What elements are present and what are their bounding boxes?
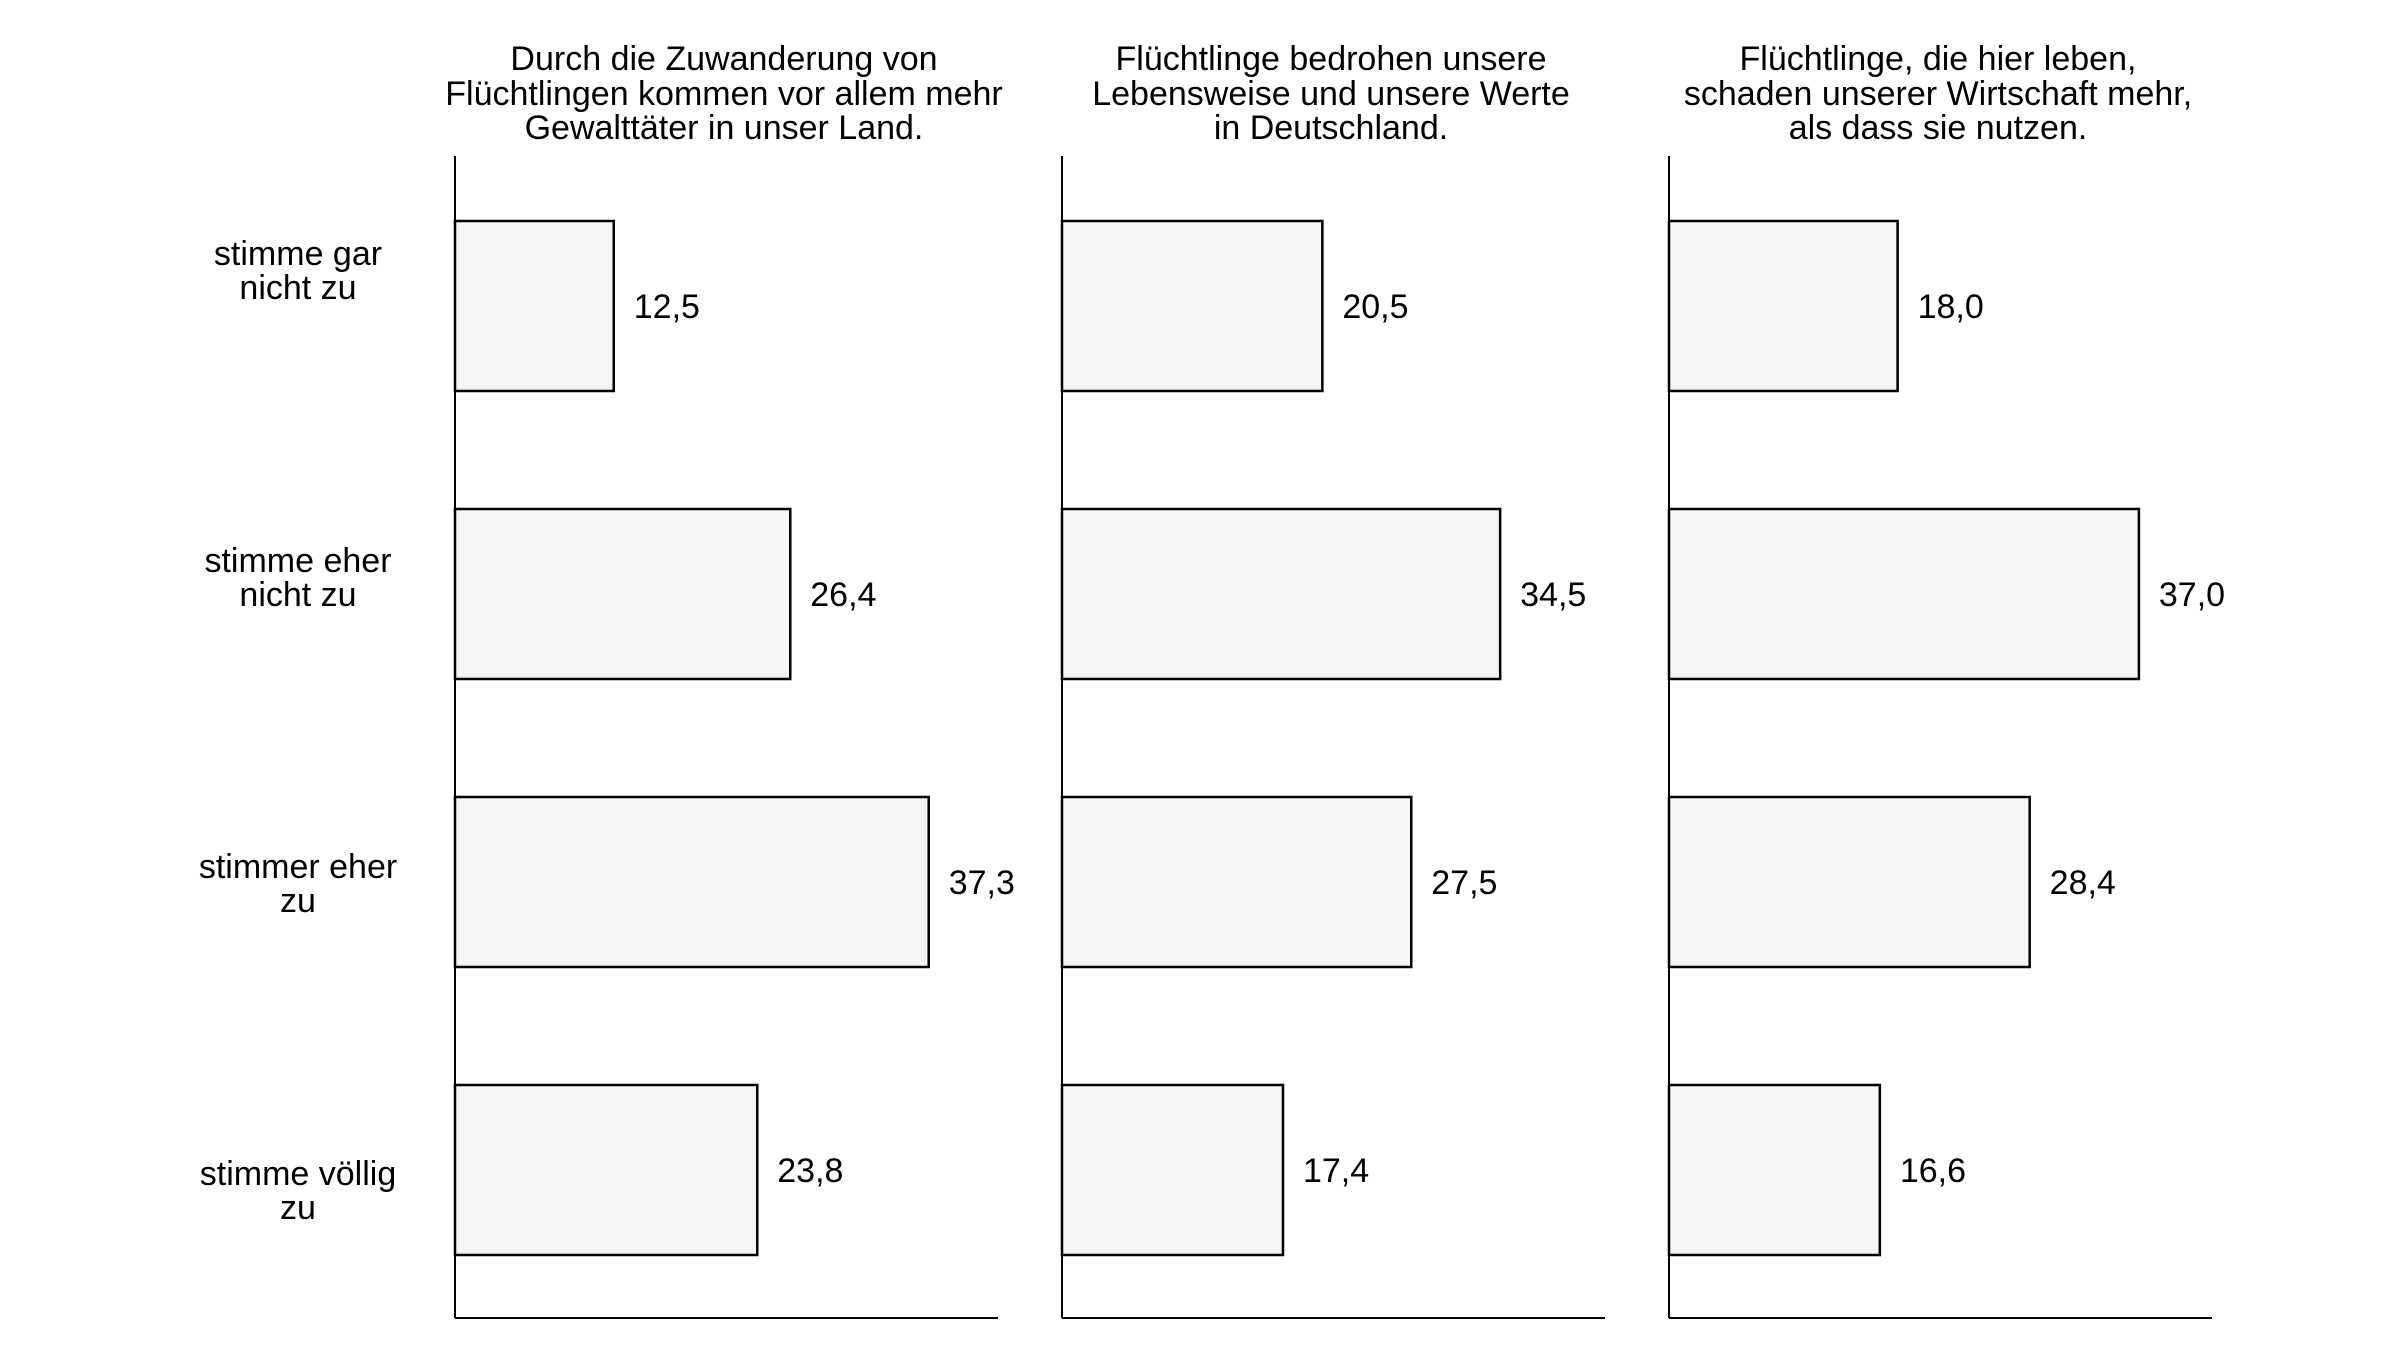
value-label: 18,0 — [1918, 288, 1984, 326]
bar — [1060, 795, 1413, 969]
bar — [1667, 219, 1899, 393]
value-label: 12,5 — [634, 288, 700, 326]
bar — [1060, 1083, 1285, 1257]
panel-title-line: schaden unserer Wirtschaft mehr, — [1684, 75, 2192, 113]
category-label-line: stimme eher — [204, 542, 391, 580]
panel-title-line: Flüchtlinge bedrohen unsere — [1116, 40, 1547, 78]
category-label-line: stimmer eher — [199, 848, 397, 886]
panel-title: Durch die Zuwanderung von Flüchtlingen ko… — [445, 40, 1002, 147]
category-label: stimmer eher zu — [199, 848, 397, 920]
panel-title-line: Flüchtlingen kommen vor allem mehr — [445, 75, 1002, 113]
bar — [1667, 507, 2141, 681]
value-label: 23,8 — [777, 1152, 843, 1190]
value-label: 28,4 — [2050, 864, 2116, 902]
category-label-line: nicht zu — [239, 269, 356, 307]
bar — [1060, 219, 1324, 393]
panel-title: Flüchtlinge, die hier leben, schaden unse… — [1684, 40, 2192, 147]
value-label: 37,3 — [949, 864, 1015, 902]
panel-title-line: Lebensweise und unsere Werte — [1092, 75, 1570, 113]
panel-title-line: als dass sie nutzen. — [1789, 109, 2088, 147]
value-label: 27,5 — [1431, 864, 1497, 902]
bar — [1667, 795, 2031, 969]
category-label-line: zu — [280, 1189, 316, 1227]
value-label: 16,6 — [1900, 1152, 1966, 1190]
bar — [453, 795, 930, 969]
panel-title: Flüchtlinge bedrohen unsere Lebensweise u… — [1092, 40, 1570, 147]
category-label: stimme eher nicht zu — [204, 542, 391, 614]
bar — [1667, 1083, 1882, 1257]
panel-title-line: Gewalttäter in unser Land. — [525, 109, 924, 147]
bar — [1060, 507, 1502, 681]
value-label: 20,5 — [1342, 288, 1408, 326]
panel-title-line: Durch die Zuwanderung von — [510, 40, 937, 78]
value-label: 17,4 — [1303, 1152, 1369, 1190]
bar — [453, 219, 615, 393]
value-label: 37,0 — [2159, 576, 2225, 614]
category-label-line: stimme gar — [214, 235, 382, 273]
category-label: stimme völlig zu — [200, 1155, 396, 1227]
category-label-line: zu — [280, 882, 316, 920]
category-label-line: stimme völlig — [200, 1155, 396, 1193]
value-label: 34,5 — [1520, 576, 1586, 614]
bar — [453, 1083, 759, 1257]
bar — [453, 507, 792, 681]
panel-title-line: in Deutschland. — [1214, 109, 1448, 147]
panel-title-line: Flüchtlinge, die hier leben, — [1740, 40, 2137, 78]
value-label: 26,4 — [810, 576, 876, 614]
category-label: stimme gar nicht zu — [214, 235, 382, 307]
category-label-line: nicht zu — [239, 576, 356, 614]
